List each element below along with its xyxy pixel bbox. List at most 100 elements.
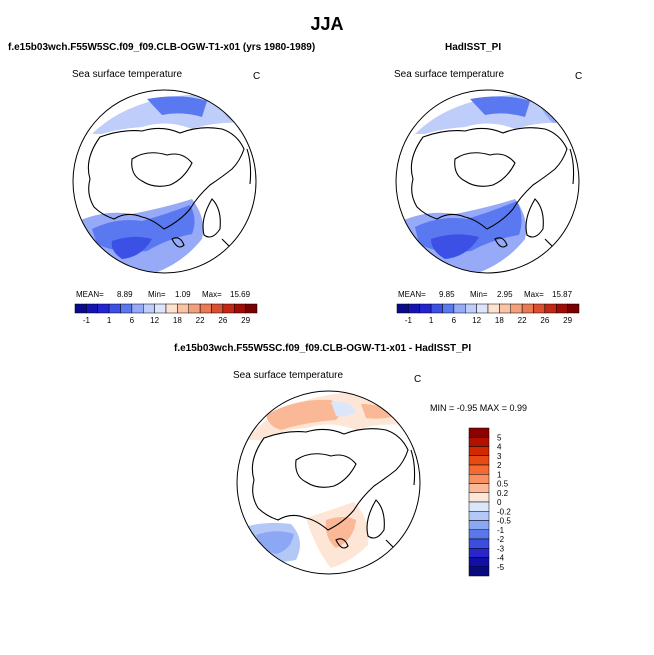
- panel1-colorbar-swatch: [143, 303, 155, 314]
- panel3-colorbar-swatch: [468, 483, 490, 493]
- panel3-map-border: [236, 390, 421, 575]
- panel1-units-label: C: [253, 71, 261, 82]
- panel3-colorbar-swatch: [468, 501, 490, 512]
- panel1-colorbar-swatch: [154, 303, 167, 314]
- panel1-colorbar-tick-label: 6: [130, 316, 135, 325]
- panel1-colorbar-tick-label: 12: [150, 316, 159, 325]
- panel2-colorbar-tick-label: 1: [429, 316, 434, 325]
- panel2-colorbar: -1 1 6 12 18 22 26 29: [396, 303, 580, 325]
- panel1-colorbar-swatch: [211, 303, 224, 314]
- panel2-max-value: 15.87: [552, 290, 573, 299]
- panel1-colorbar-tick-label: 26: [218, 316, 227, 325]
- panel1-colorbar-tick-label: 22: [196, 316, 205, 325]
- panel3-colorbar-swatch: [468, 529, 490, 540]
- panel2-colorbar-swatch: [487, 303, 500, 314]
- panel2-colorbar-tick-label: 6: [452, 316, 457, 325]
- panel2-colorbar-swatch: [556, 303, 568, 314]
- panel2-colorbar-swatch: [510, 303, 523, 314]
- panel3-units-label: C: [414, 374, 422, 385]
- panel3-colorbar-swatch: [468, 446, 490, 456]
- panel2-colorbar-tick-label: 18: [495, 316, 504, 325]
- panel1-mean-label: MEAN=: [76, 290, 104, 299]
- panel2-coastlines: [410, 127, 575, 260]
- panel2-map-border: [395, 89, 580, 274]
- panel2-colorbar-swatch: [396, 303, 409, 314]
- panel3-colorbar-swatch: [468, 557, 490, 567]
- panel2-colorbar-swatch: [476, 303, 489, 314]
- panel2-colorbar-swatch: [544, 303, 557, 314]
- panel1-min-value: 1.09: [175, 290, 191, 299]
- panel3-colorbar-tick-label: -5: [497, 563, 505, 572]
- panel2-colorbar-swatch: [453, 303, 466, 314]
- panel3-colorbar-swatch: [468, 538, 490, 549]
- panel1-colorbar-swatch: [199, 303, 212, 314]
- panel2-colorbar-swatch: [430, 303, 443, 314]
- panel2-colorbar-swatch: [419, 303, 432, 314]
- panel2-colorbar-swatch: [442, 303, 455, 314]
- panel2-colorbar-tick-label: 22: [518, 316, 527, 325]
- panel2-min-value: 2.95: [497, 290, 513, 299]
- panel3-colorbar-swatch: [468, 520, 490, 530]
- panel2-colorbar-swatch: [567, 303, 580, 314]
- panel3-colorbar-tick-label: 0: [497, 498, 502, 507]
- panel2-colorbar-tick-label: 12: [472, 316, 481, 325]
- panel1-min-label: Min=: [148, 290, 166, 299]
- panel1-colorbar-swatch: [131, 303, 144, 314]
- panel1-colorbar-swatch: [165, 303, 178, 314]
- panel1-colorbar-swatch: [245, 303, 258, 314]
- panel2-min-label: Min=: [470, 290, 488, 299]
- panel1-colorbar-swatch: [108, 303, 121, 314]
- panel2-colorbar-tick-label: 26: [540, 316, 549, 325]
- panel2-colorbar-swatch: [499, 303, 511, 314]
- panel3-variable-label: Sea surface temperature: [233, 370, 344, 381]
- panel3-colorbar-tick-label: 0.2: [497, 489, 509, 498]
- panel1-variable-label: Sea surface temperature: [72, 69, 183, 80]
- panel1-colorbar-swatch: [222, 303, 235, 314]
- panel2-variable-label: Sea surface temperature: [394, 69, 505, 80]
- panel2-ocean-pacific-warm: [470, 96, 530, 117]
- panel3-colorbar-swatch: [468, 548, 490, 558]
- panel1-colorbar-tick-label: 29: [241, 316, 250, 325]
- panel3-colorbar-swatch: [468, 511, 490, 521]
- panel1-colorbar-swatch: [120, 303, 133, 314]
- panel3-map: [236, 390, 421, 575]
- panel1-colorbar-swatch: [86, 303, 98, 314]
- panel3-colorbar-tick-label: -3: [497, 544, 505, 553]
- panel2-mean-label: MEAN=: [398, 290, 426, 299]
- panel2-colorbar-swatch: [533, 303, 546, 314]
- panel3-colorbar-tick-label: 5: [497, 433, 502, 442]
- panel1-colorbar-swatch: [234, 303, 246, 314]
- panel3-colorbar-tick-label: -2: [497, 535, 505, 544]
- panel1-map: [72, 89, 257, 274]
- panel3-colorbar-swatch: [468, 437, 490, 447]
- panel3-colorbar-tick-label: -1: [497, 526, 505, 535]
- panel1-max-value: 15.69: [230, 290, 251, 299]
- panel3-colorbar-swatch: [468, 566, 490, 577]
- panel1-max-label: Max=: [202, 290, 222, 299]
- panel1-title: f.e15b03wch.F55W5SC.f09_f09.CLB-OGW-T1-x…: [8, 42, 316, 53]
- panel3-colorbar-tick-label: 0.5: [497, 480, 509, 489]
- panel2-colorbar-swatch: [521, 303, 534, 314]
- panel1-colorbar-swatch: [74, 303, 87, 314]
- panel2-colorbar-tick-label: -1: [405, 316, 413, 325]
- figure-title: JJA: [310, 14, 344, 34]
- panel3-colorbar-swatch: [468, 427, 490, 438]
- panel2-colorbar-tick-label: 29: [563, 316, 572, 325]
- panel3-colorbar-swatch: [468, 474, 490, 484]
- panel1-ocean-gulfstream: [111, 236, 152, 259]
- panel3-colorbar-tick-label: 4: [497, 443, 502, 452]
- panel3-colorbar-swatch: [468, 455, 490, 466]
- panel1-mean-value: 8.89: [117, 290, 133, 299]
- panel1-colorbar-tick-label: 18: [173, 316, 182, 325]
- panel3-colorbar-swatch: [468, 464, 490, 475]
- panel1-colorbar-swatch: [177, 303, 189, 314]
- panel3-colorbar-tick-label: 3: [497, 452, 502, 461]
- panel1-colorbar-swatch: [188, 303, 201, 314]
- panel3-ocean-pacific-pos: [266, 399, 340, 430]
- panel2-ocean-gulfstream: [431, 234, 479, 259]
- panel1-coastlines: [87, 127, 252, 260]
- panel3-title: f.e15b03wch.F55W5SC.f09_f09.CLB-OGW-T1-x…: [174, 343, 472, 354]
- panel2-mean-value: 9.85: [439, 290, 455, 299]
- panel3-colorbar-tick-label: -0.2: [497, 507, 511, 516]
